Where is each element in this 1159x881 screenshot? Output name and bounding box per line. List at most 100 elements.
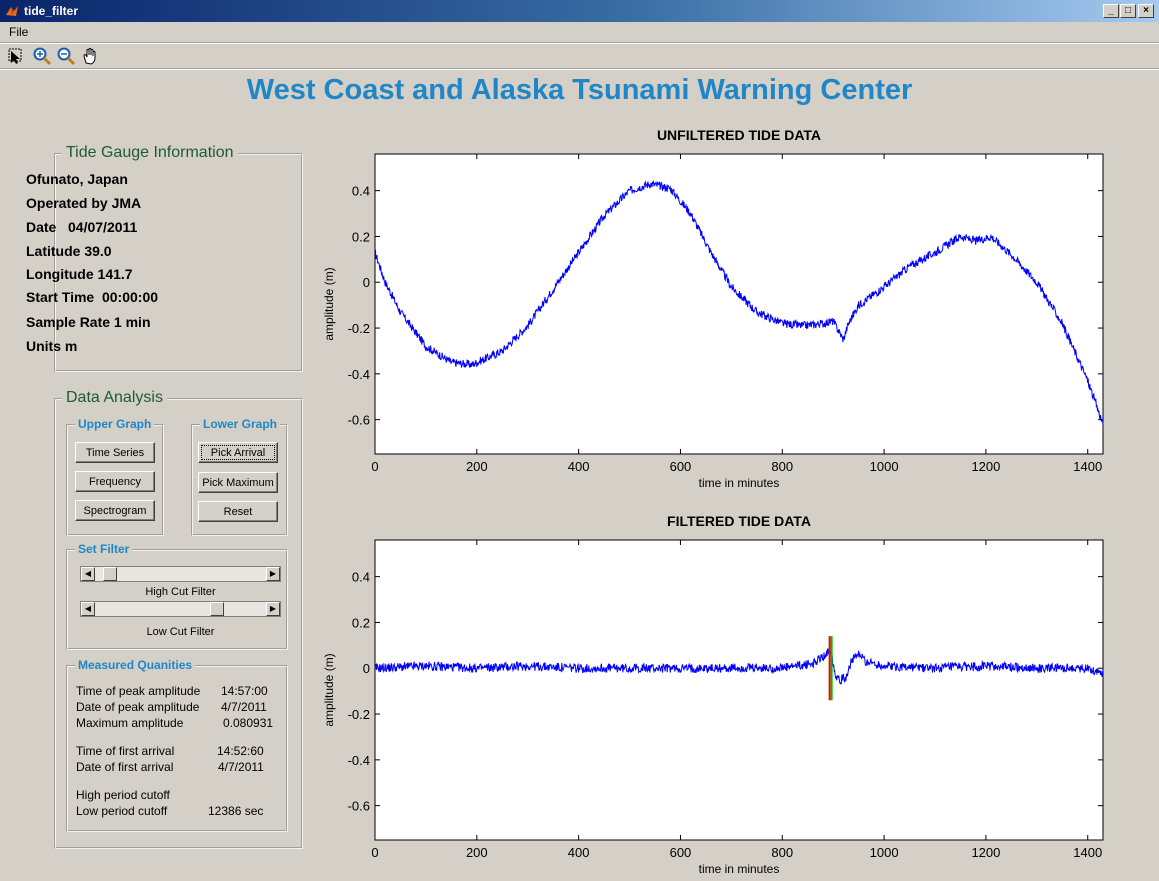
x-tick-label: 1400 bbox=[1073, 845, 1102, 860]
plot-area bbox=[374, 539, 1104, 841]
info-date: Date 04/07/2011 bbox=[26, 219, 138, 235]
y-tick-label: 0.4 bbox=[352, 184, 370, 199]
menu-bar: File bbox=[0, 22, 1159, 42]
time-series-button[interactable]: Time Series bbox=[75, 442, 155, 463]
x-tick-label: 400 bbox=[568, 845, 590, 860]
chart-title: UNFILTERED TIDE DATA bbox=[657, 127, 821, 143]
y-tick-label: -0.4 bbox=[348, 367, 370, 382]
peak-time-value: 14:57:00 bbox=[221, 684, 268, 698]
max-amplitude-label: Maximum amplitude bbox=[76, 716, 184, 730]
first-arrival-time-label: Time of first arrival bbox=[76, 744, 175, 758]
upper-graph-title: Upper Graph bbox=[75, 417, 155, 431]
y-tick-label: 0.2 bbox=[352, 229, 370, 244]
low-cut-slider-thumb[interactable] bbox=[209, 602, 224, 616]
y-tick-label: -0.2 bbox=[348, 707, 370, 722]
y-tick-label: -0.4 bbox=[348, 753, 370, 768]
edit-plot-icon[interactable] bbox=[6, 46, 26, 66]
x-tick-label: 1400 bbox=[1073, 459, 1102, 474]
first-arrival-time-value: 14:52:60 bbox=[217, 744, 264, 758]
x-tick-label: 800 bbox=[771, 845, 793, 860]
menu-separator bbox=[0, 42, 1159, 44]
x-axis-label: time in minutes bbox=[699, 862, 780, 876]
x-tick-label: 600 bbox=[670, 845, 692, 860]
set-filter-title: Set Filter bbox=[75, 542, 133, 556]
zoom-in-icon[interactable] bbox=[32, 46, 52, 66]
filtered-tide-chart[interactable]: FILTERED TIDE DATA 0 200 400 600 800 1000 1200 1… bbox=[310, 506, 1130, 878]
info-operator: Operated by JMA bbox=[26, 195, 142, 211]
x-tick-label: 200 bbox=[466, 845, 488, 860]
max-amplitude-value: 0.080931 bbox=[223, 716, 274, 730]
x-tick-label: 1000 bbox=[870, 845, 899, 860]
y-tick-label: -0.6 bbox=[348, 413, 370, 428]
info-start-time: Start Time 00:00:00 bbox=[26, 289, 159, 305]
measured-quantities-title: Measured Quanities bbox=[75, 658, 196, 672]
high-cut-slider-thumb[interactable] bbox=[102, 567, 117, 581]
slider-right-arrow-icon[interactable]: ▶ bbox=[266, 602, 280, 616]
y-tick-label: -0.6 bbox=[348, 799, 370, 814]
info-longitude: Longitude 141.7 bbox=[26, 266, 133, 282]
pick-maximum-button[interactable]: Pick Maximum bbox=[198, 472, 278, 493]
slider-left-arrow-icon[interactable]: ◀ bbox=[81, 602, 95, 616]
x-axis-label: time in minutes bbox=[699, 476, 780, 490]
info-latitude: Latitude 39.0 bbox=[26, 243, 112, 259]
menu-file[interactable]: File bbox=[9, 25, 29, 39]
reset-button[interactable]: Reset bbox=[198, 501, 278, 522]
x-tick-label: 1200 bbox=[971, 845, 1000, 860]
pick-arrival-button[interactable]: Pick Arrival bbox=[198, 442, 278, 463]
page-title: West Coast and Alaska Tsunami Warning Ce… bbox=[246, 74, 913, 106]
title-bar: tide_filter _ □ × bbox=[0, 0, 1159, 22]
matlab-icon bbox=[6, 6, 18, 16]
maximize-button[interactable]: □ bbox=[1120, 4, 1136, 18]
high-cut-filter-slider[interactable]: ◀ ▶ bbox=[80, 566, 281, 582]
tide-gauge-info-title: Tide Gauge Information bbox=[62, 144, 238, 162]
series-line bbox=[374, 647, 1104, 685]
window-title: tide_filter bbox=[24, 4, 79, 18]
high-period-cutoff-label: High period cutoff bbox=[76, 788, 170, 802]
y-axis-label: amplitude (m) bbox=[322, 267, 336, 340]
slider-right-arrow-icon[interactable]: ▶ bbox=[266, 567, 280, 581]
x-tick-label: 400 bbox=[568, 459, 590, 474]
low-period-cutoff-label: Low period cutoff bbox=[76, 804, 168, 818]
x-tick-label: 800 bbox=[771, 459, 793, 474]
y-axis-label: amplitude (m) bbox=[322, 653, 336, 726]
x-tick-label: 1200 bbox=[971, 459, 1000, 474]
x-tick-label: 0 bbox=[371, 459, 378, 474]
zoom-out-icon[interactable] bbox=[56, 46, 76, 66]
plot-area bbox=[374, 153, 1104, 455]
y-tick-label: 0.4 bbox=[352, 570, 370, 585]
info-location: Ofunato, Japan bbox=[26, 171, 128, 187]
peak-date-label: Date of peak amplitude bbox=[76, 700, 200, 714]
unfiltered-tide-chart[interactable]: UNFILTERED TIDE DATA 0 200 400 600 800 1000 120… bbox=[310, 120, 1130, 495]
first-arrival-date-label: Date of first arrival bbox=[76, 760, 174, 774]
info-sample-rate: Sample Rate 1 min bbox=[26, 314, 151, 330]
low-period-cutoff-value: 12386 sec bbox=[208, 804, 264, 818]
info-units: Units m bbox=[26, 338, 78, 354]
spectrogram-button[interactable]: Spectrogram bbox=[75, 500, 155, 521]
y-tick-label: 0.2 bbox=[352, 615, 370, 630]
peak-date-value: 4/7/2011 bbox=[221, 700, 267, 714]
series-line bbox=[374, 179, 1104, 425]
lower-graph-title: Lower Graph bbox=[200, 417, 281, 431]
y-tick-label: 0 bbox=[363, 275, 370, 290]
data-analysis-title: Data Analysis bbox=[62, 389, 167, 407]
x-tick-label: 600 bbox=[670, 459, 692, 474]
high-cut-filter-label: High Cut Filter bbox=[145, 586, 216, 598]
data-analysis-panel bbox=[54, 398, 303, 849]
slider-left-arrow-icon[interactable]: ◀ bbox=[81, 567, 95, 581]
frequency-button[interactable]: Frequency bbox=[75, 471, 155, 492]
chart-title: FILTERED TIDE DATA bbox=[667, 513, 811, 529]
pan-hand-icon[interactable] bbox=[80, 46, 100, 66]
y-tick-label: -0.2 bbox=[348, 321, 370, 336]
close-button[interactable]: × bbox=[1138, 4, 1154, 18]
peak-time-label: Time of peak amplitude bbox=[76, 684, 201, 698]
minimize-button[interactable]: _ bbox=[1103, 4, 1119, 18]
low-cut-filter-label: Low Cut Filter bbox=[146, 626, 215, 638]
x-tick-label: 200 bbox=[466, 459, 488, 474]
set-filter-group bbox=[66, 549, 288, 650]
x-tick-label: 1000 bbox=[870, 459, 899, 474]
y-tick-label: 0 bbox=[363, 661, 370, 676]
toolbar-separator bbox=[0, 68, 1159, 70]
x-tick-label: 0 bbox=[371, 845, 378, 860]
first-arrival-date-value: 4/7/2011 bbox=[218, 760, 264, 774]
low-cut-filter-slider[interactable]: ◀ ▶ bbox=[80, 601, 281, 617]
